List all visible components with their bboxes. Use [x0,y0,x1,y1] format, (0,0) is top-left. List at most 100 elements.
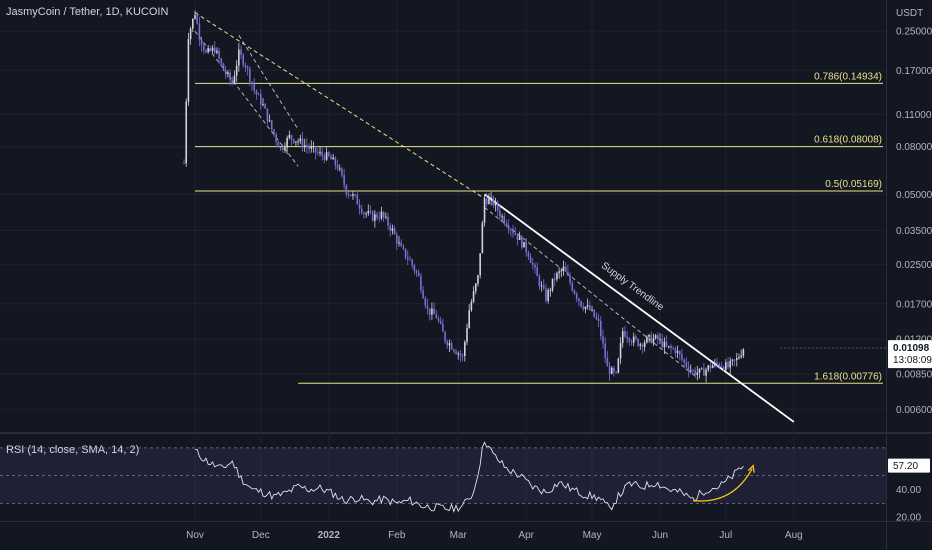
candle-body [207,48,209,53]
candle-body [661,338,664,348]
time-axis[interactable]: Nov Dec 2022 Feb Mar Apr May Jun Jul Aug [186,530,803,541]
candle-body [468,310,470,329]
candle-body [474,283,477,292]
candle-body [457,353,460,355]
candle-body [319,151,321,153]
candle-body [363,212,365,214]
x-tick-label: Mar [450,530,468,541]
rsi-pane [0,441,886,514]
candle-body [358,204,361,209]
candle-body [183,163,185,165]
axis-separator [886,0,887,550]
candle-body [608,366,611,374]
candle-body [683,359,685,363]
x-tick-label: Feb [388,530,406,541]
candle-body [453,349,455,352]
candle-body [411,259,413,266]
candle-body [402,246,405,249]
candle-body [461,355,464,357]
candle-body [332,157,334,160]
candle-body [279,147,282,149]
price-axis[interactable]: 0.25000 0.17000 0.11000 0.08000 0.05000 0.035… [780,8,932,524]
countdown-value: 13:08:09 [893,355,932,366]
candle-body [564,266,567,272]
candle-body [196,15,198,24]
candle-body [224,70,227,75]
candle-body [371,211,374,221]
candle-body [437,318,440,321]
candle-body [356,194,359,205]
candle-body [360,208,363,213]
candle-body [586,305,589,307]
y-tick-label: 0.01700 [896,299,932,310]
candle-body [569,275,571,283]
candle-body [409,259,411,261]
candle-body [270,120,273,130]
candle-body [292,139,295,143]
candle-body [227,72,229,75]
candle-body [681,354,683,360]
rsi-line [195,441,744,514]
candle-body [277,141,280,148]
candle-body [725,362,727,370]
y-tick-label: 0.00850 [896,370,932,381]
candle-body [578,298,580,302]
candle-body [343,175,345,186]
candle-body [692,370,694,372]
candle-body [507,226,510,230]
candle-body [613,367,615,372]
candle-body [545,288,547,301]
fib-label: 0.618(0.08008) [814,135,882,146]
x-tick-label: 2022 [318,530,341,541]
candle-body [347,194,350,196]
candle-body [444,331,446,342]
x-tick-label: Apr [518,530,534,541]
candle-body [450,343,453,350]
candle-body [306,145,308,148]
candle-body [494,202,497,206]
y-tick-label: 0.01200 [896,335,932,346]
candle-body [617,358,620,373]
candle-body [558,271,560,274]
candle-body [549,290,552,292]
candle-body [448,343,451,346]
candle-body [262,104,264,106]
candle-body [714,362,716,366]
candle-body [632,336,635,343]
candle-body [685,362,688,367]
candle-body [220,58,223,64]
candle-body [479,253,481,276]
candle-body [643,342,646,347]
candle-body [619,342,622,359]
fib-label: 0.5(0.05169) [825,179,882,190]
candle-body [597,318,600,321]
candle-body [290,135,293,140]
candle-body [323,155,326,160]
candle-body [424,298,427,306]
candle-body [349,194,352,197]
candle-body [314,146,317,153]
candle-body [602,335,604,344]
y-tick-label: 0.25000 [896,27,932,38]
trendline [484,193,795,423]
candle-body [591,309,593,311]
candle-body [406,257,409,260]
currency-label: USDT [896,8,923,19]
candle-body [534,264,536,268]
candle-body [707,365,710,370]
candle-body [626,336,628,339]
candle-body [266,108,269,122]
x-tick-label: Jun [652,530,668,541]
candle-body [352,194,354,197]
candle-body [325,152,328,160]
candle-body [477,275,479,284]
candle-body [582,306,585,310]
candle-body [735,357,738,360]
candle-body [733,359,736,361]
candle-body [389,225,392,231]
candle-body [240,49,242,56]
candle-body [334,157,337,166]
candle-body [615,371,617,373]
